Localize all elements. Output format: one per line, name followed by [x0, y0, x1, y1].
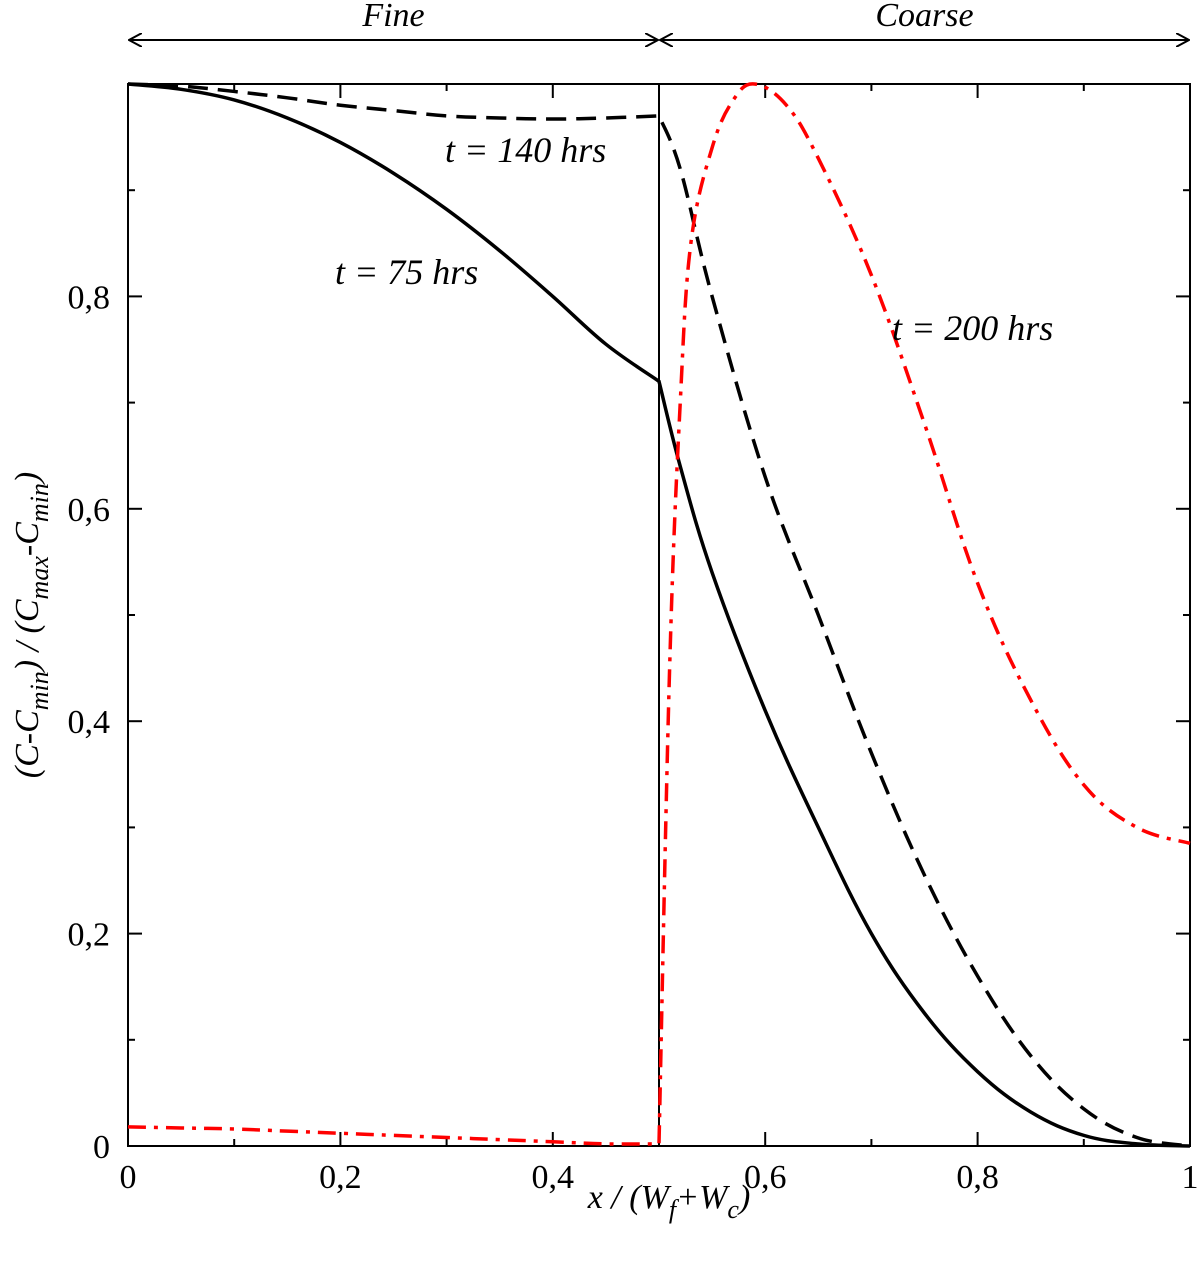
region-label-fine: Fine: [361, 0, 424, 34]
x-tick-label: 1: [1182, 1159, 1199, 1196]
label-t200: t = 200 hrs: [892, 308, 1053, 348]
y-tick-label: 0,6: [68, 492, 111, 529]
axis-ticks: 0 0,2 0,4 0,6 0,8 1 0 0,2 0,4 0,6 0,8: [68, 83, 1199, 1196]
x-tick-label: 0: [120, 1159, 137, 1196]
series-line-2: [127, 82, 1191, 1146]
x-tick-label: 0,6: [744, 1159, 787, 1196]
y-tick-label: 0: [93, 1129, 110, 1166]
series-line-0: [127, 82, 1191, 1148]
y-tick-label: 0,8: [68, 279, 111, 316]
label-t140: t = 140 hrs: [445, 130, 606, 170]
x-tick-label: 0,2: [319, 1159, 362, 1196]
series-group: [127, 82, 1191, 1148]
x-tick-label: 0,4: [532, 1159, 575, 1196]
series-line-1: [127, 82, 1191, 1148]
region-arrows: Fine Coarse: [129, 0, 1189, 40]
y-tick-label: 0,2: [68, 917, 111, 954]
x-tick-label: 0,8: [956, 1159, 999, 1196]
x-axis-title: x / (Wf+Wc): [587, 1179, 751, 1224]
y-tick-label: 0,4: [68, 704, 111, 741]
region-label-coarse: Coarse: [875, 0, 973, 34]
y-axis-title: (C-Cmin) / (Cmax-Cmin): [9, 472, 54, 778]
label-t75: t = 75 hrs: [335, 252, 478, 292]
